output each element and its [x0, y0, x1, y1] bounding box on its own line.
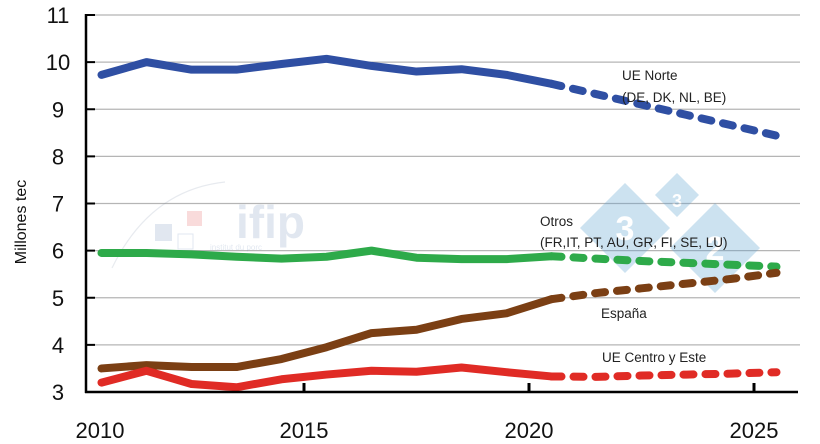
- watermark-diamond: [655, 173, 699, 217]
- watermark-square: [177, 233, 194, 250]
- watermark-diamond: [670, 203, 760, 293]
- x-tick-label: 2020: [505, 418, 554, 443]
- watermark-subtext: institut du porc: [210, 243, 262, 252]
- watermark-digit: 3: [616, 210, 635, 248]
- series-line-3: [97, 363, 556, 392]
- series-label: UE Norte: [622, 68, 678, 83]
- series-projection-0: [547, 79, 781, 140]
- y-tick-label: 4: [52, 333, 64, 358]
- series-label: UE Centro y Este: [602, 350, 706, 365]
- x-tick-label: 2015: [280, 418, 329, 443]
- y-tick-label: 11: [47, 3, 70, 28]
- y-tick-label: 7: [52, 192, 64, 217]
- series-projection-1: [547, 252, 781, 271]
- y-tick-label: 10: [46, 50, 70, 75]
- watermark-square: [155, 224, 172, 241]
- series-line-2: [97, 295, 556, 373]
- y-tick-label: 9: [52, 97, 64, 122]
- watermark-square: [187, 211, 202, 226]
- watermark-text: ifip: [236, 196, 305, 248]
- y-tick-label: 8: [52, 144, 64, 169]
- series-projection-3: [547, 368, 781, 381]
- series-projection-2: [547, 268, 781, 304]
- x-tick-label: 2010: [76, 418, 125, 443]
- y-axis-label: Millones tec: [13, 180, 30, 264]
- y-tick-label: 6: [52, 239, 64, 264]
- y-tick-label: 5: [52, 286, 64, 311]
- series-label: (FR,IT, PT, AU, GR, FI, SE, LU): [540, 235, 728, 250]
- series-label: España: [601, 306, 647, 321]
- watermark-diamond: [580, 183, 670, 273]
- series-label: Otros: [540, 214, 573, 229]
- watermark-333-logo: 3 3 2: [580, 173, 760, 293]
- watermark-digit: 3: [672, 191, 682, 211]
- series-label: (DE, DK, NL, BE): [622, 90, 726, 105]
- y-tick-label: 3: [52, 380, 64, 405]
- x-tick-label: 2025: [730, 418, 779, 443]
- series-line-1: [97, 246, 556, 264]
- watermark-digit: 2: [706, 230, 725, 268]
